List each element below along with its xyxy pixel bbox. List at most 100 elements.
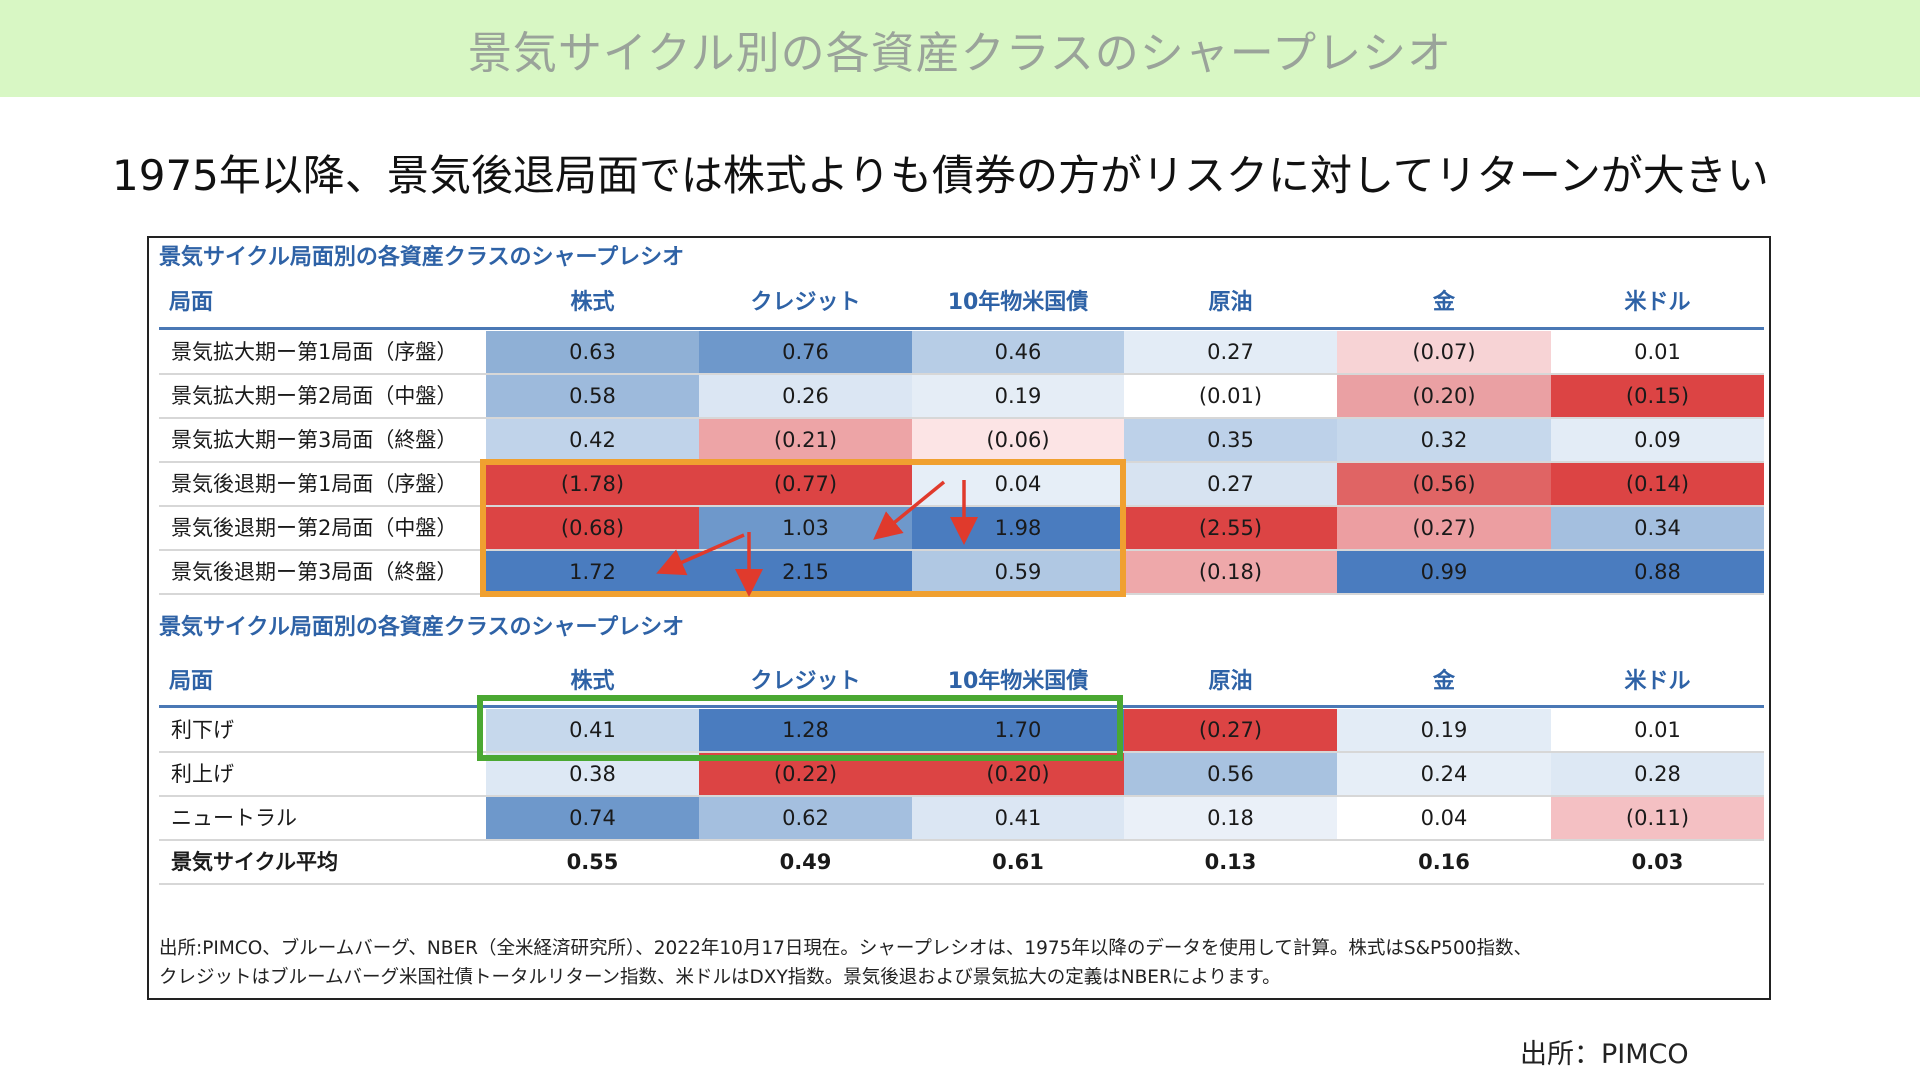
cell-value: 0.19	[1421, 718, 1468, 742]
row-label: 景気後退期ー第2局面（中盤）	[171, 516, 457, 540]
cell-value: 0.04	[1421, 806, 1468, 830]
heat-cell	[1124, 507, 1337, 549]
row-label: ニュートラル	[171, 806, 297, 830]
heat-cell	[486, 331, 699, 373]
cell-value: (0.18)	[1199, 560, 1262, 584]
cell-value: 0.41	[569, 718, 616, 742]
heat-cell	[1124, 841, 1337, 883]
heat-cell	[1337, 507, 1551, 549]
cell-value: 0.41	[995, 806, 1042, 830]
heat-cell	[486, 419, 699, 461]
cell-value: (0.20)	[1412, 384, 1475, 408]
cell-value: (0.77)	[774, 472, 837, 496]
heat-cell	[1551, 331, 1764, 373]
cell-value: (2.55)	[1199, 516, 1262, 540]
heat-cell	[1124, 551, 1337, 593]
heat-cell	[912, 507, 1124, 549]
table-1-col-header: 局面	[169, 290, 213, 315]
heat-cell	[1337, 797, 1551, 839]
heat-cell	[1551, 419, 1764, 461]
footnote-line-1: 出所:PIMCO、ブルームバーグ、NBER（全米経済研究所）、2022年10月1…	[159, 938, 1532, 959]
row-label: 景気拡大期ー第2局面（中盤）	[171, 384, 457, 408]
cell-value: 0.32	[1421, 428, 1468, 452]
cell-value: (0.06)	[986, 428, 1049, 452]
table-2-header-rule	[159, 705, 1764, 708]
heat-cell	[486, 463, 699, 505]
cell-value: 0.49	[780, 850, 832, 874]
heat-cell	[912, 709, 1124, 751]
row-label: 景気後退期ー第3局面（終盤）	[171, 560, 457, 584]
cell-value: 0.99	[1421, 560, 1468, 584]
heat-cell	[1337, 753, 1551, 795]
cell-value: 0.63	[569, 340, 616, 364]
cell-value: 0.42	[569, 428, 616, 452]
cell-value: 2.15	[782, 560, 829, 584]
cell-value: 1.98	[995, 516, 1042, 540]
heat-cell	[1551, 841, 1764, 883]
heat-cell	[486, 709, 699, 751]
heat-cell	[1337, 709, 1551, 751]
cell-value: 0.88	[1634, 560, 1681, 584]
cell-value: (0.15)	[1626, 384, 1689, 408]
cell-value: 0.27	[1207, 340, 1254, 364]
cell-value: 0.04	[995, 472, 1042, 496]
row-label: 景気拡大期ー第3局面（終盤）	[171, 428, 457, 452]
table-1-col-header: 原油	[1208, 290, 1252, 315]
heat-cell	[912, 375, 1124, 417]
cell-value: 0.74	[569, 806, 616, 830]
title-banner: 景気サイクル別の各資産クラスのシャープレシオ	[0, 0, 1920, 97]
cell-value: 0.38	[569, 762, 616, 786]
cell-value: 0.76	[782, 340, 829, 364]
table-1-col-header: 株式	[570, 290, 614, 315]
table-2-col-header: クレジット	[750, 669, 860, 694]
heat-cell	[699, 419, 912, 461]
cell-value: 0.26	[782, 384, 829, 408]
heat-cell	[1337, 331, 1551, 373]
cell-value: (1.78)	[561, 472, 624, 496]
recession-highlight-box	[480, 459, 1126, 597]
table-2-col-header: 米ドル	[1624, 669, 1690, 694]
row-label: 利下げ	[171, 718, 234, 742]
cell-value: 0.09	[1634, 428, 1681, 452]
cell-value: (0.14)	[1626, 472, 1689, 496]
cell-value: 0.16	[1418, 850, 1470, 874]
cell-value: (0.21)	[774, 428, 837, 452]
heat-cell	[699, 551, 912, 593]
cell-value: 0.13	[1205, 850, 1257, 874]
red-arrow-icon	[656, 533, 745, 576]
cell-value: 0.46	[995, 340, 1042, 364]
table-1-header-rule	[159, 327, 1764, 330]
heat-cell	[486, 507, 699, 549]
table-2-col-header: 原油	[1208, 669, 1252, 694]
row-label: 景気後退期ー第1局面（序盤）	[171, 472, 457, 496]
heat-cell	[912, 797, 1124, 839]
heat-cell	[1337, 419, 1551, 461]
table-2-col-header: 株式	[570, 669, 614, 694]
cell-value: (0.56)	[1412, 472, 1475, 496]
table-1-col-header: 10年物米国債	[948, 289, 1089, 315]
heat-cell	[699, 709, 912, 751]
heat-cell	[1124, 375, 1337, 417]
cell-value: 0.58	[569, 384, 616, 408]
cell-value: 0.62	[782, 806, 829, 830]
cell-value: (0.27)	[1199, 718, 1262, 742]
heat-cell	[912, 551, 1124, 593]
heat-cell	[699, 375, 912, 417]
sharpe-ratio-panel: 景気サイクル局面別の各資産クラスのシャープレシオ 局面 株式 クレジット 10年物米国債…	[147, 236, 1771, 1000]
cell-value: 1.03	[782, 516, 829, 540]
rate-cut-highlight-box	[477, 695, 1123, 761]
heat-cell	[1337, 375, 1551, 417]
table-1-col-header: クレジット	[750, 290, 860, 315]
cell-value: (0.01)	[1199, 384, 1262, 408]
row-label: 景気拡大期ー第1局面（序盤）	[171, 340, 457, 364]
cell-value: 0.27	[1207, 472, 1254, 496]
heat-cell	[912, 419, 1124, 461]
headline: 1975年以降、景気後退局面では株式よりも債券の方がリスクに対してリターンが大き…	[112, 151, 1769, 200]
table-2-col-header: 局面	[169, 669, 213, 694]
heat-cell	[1124, 797, 1337, 839]
heat-cell	[1124, 463, 1337, 505]
heat-cell	[1551, 551, 1764, 593]
heat-cell	[1337, 841, 1551, 883]
heat-cell	[1124, 709, 1337, 751]
heat-cell	[699, 463, 912, 505]
